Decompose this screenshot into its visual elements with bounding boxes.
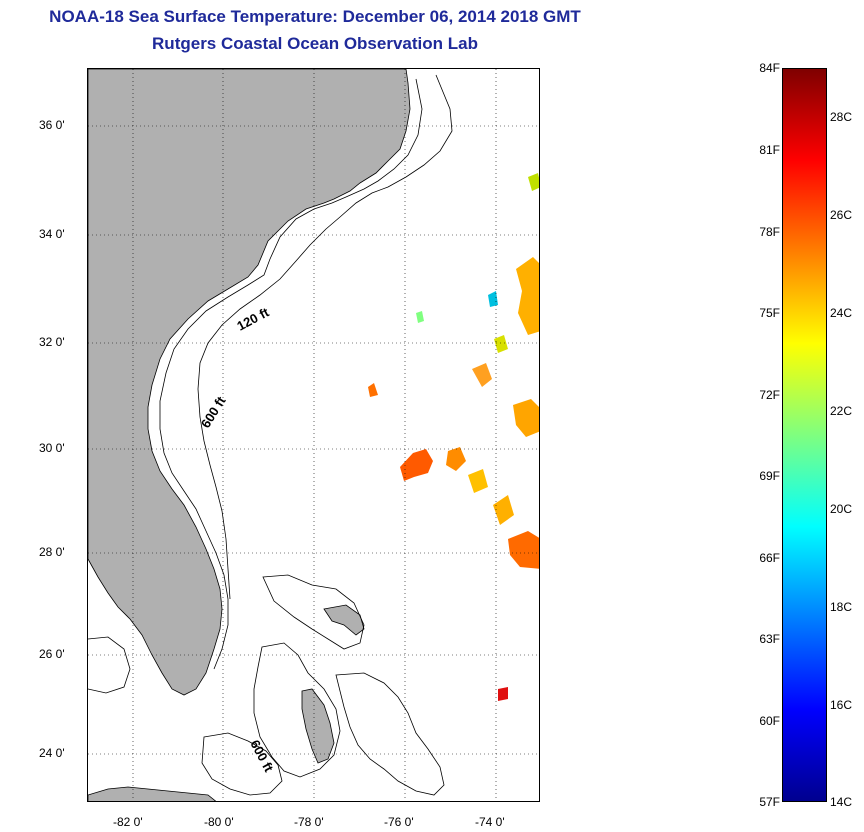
lat-tick-label: 24 0' [39,746,65,760]
sst-patch [400,449,433,481]
lon-tick-label: -80 0' [204,815,234,829]
colorbar-f-label: 75F [759,306,780,320]
colorbar-c-label: 16C [830,698,853,712]
sst-patch [446,447,466,471]
sst-patch [498,687,508,701]
colorbar-c-label: 14C [830,795,853,809]
lon-tick-label: -76 0' [384,815,414,829]
sst-patch [528,173,539,191]
lon-tick-label: -82 0' [113,815,143,829]
land-bahamas [323,604,365,636]
land-cuba [88,786,217,801]
colorbar-f-label: 72F [759,388,780,402]
colorbar-f-label: 81F [759,143,780,157]
colorbar-f-label: 60F [759,714,780,728]
bathymetry-contours [88,74,453,796]
colorbar-f-label: 78F [759,225,780,239]
sst-patch [416,311,424,323]
colorbar-f-label: 66F [759,551,780,565]
map-subtitle: Rutgers Coastal Ocean Observation Lab [152,34,478,53]
sst-patch [468,469,488,493]
map-canvas: 120 ft 600 ft 600 ft [88,69,539,801]
sst-map: 120 ft 600 ft 600 ft [87,68,540,802]
lat-tick-label: 26 0' [39,647,65,661]
colorbar-c-label: 26C [830,208,853,222]
colorbar-f-label: 63F [759,632,780,646]
lat-tick-label: 32 0' [39,335,65,349]
colorbar-c-label: 22C [830,404,853,418]
lat-tick-label: 36 0' [39,118,65,132]
sst-patches [368,173,539,701]
colorbar-c-label: 18C [830,600,853,614]
sst-patch [508,531,539,569]
colorbar-c-label: 28C [830,110,853,124]
sst-patch [472,363,492,387]
sst-patch [493,495,514,525]
sst-patch [368,383,378,397]
colorbar-f-label: 69F [759,469,780,483]
lon-tick-label: -78 0' [294,815,324,829]
sst-patch [513,399,539,437]
land-us [88,69,411,696]
lat-tick-label: 30 0' [39,441,65,455]
colorbar-c-label: 20C [830,502,853,516]
sst-patch [488,291,498,307]
land-bahamas [301,688,335,764]
sst-patch [516,257,539,335]
lon-tick-label: -74 0' [475,815,505,829]
temperature-colorbar [782,68,827,802]
sst-patch [494,335,508,353]
map-title: NOAA-18 Sea Surface Temperature: Decembe… [49,7,581,26]
lat-tick-label: 28 0' [39,545,65,559]
colorbar-f-label: 57F [759,795,780,809]
colorbar-f-label: 84F [759,61,780,75]
lat-tick-label: 34 0' [39,227,65,241]
colorbar-c-label: 24C [830,306,853,320]
